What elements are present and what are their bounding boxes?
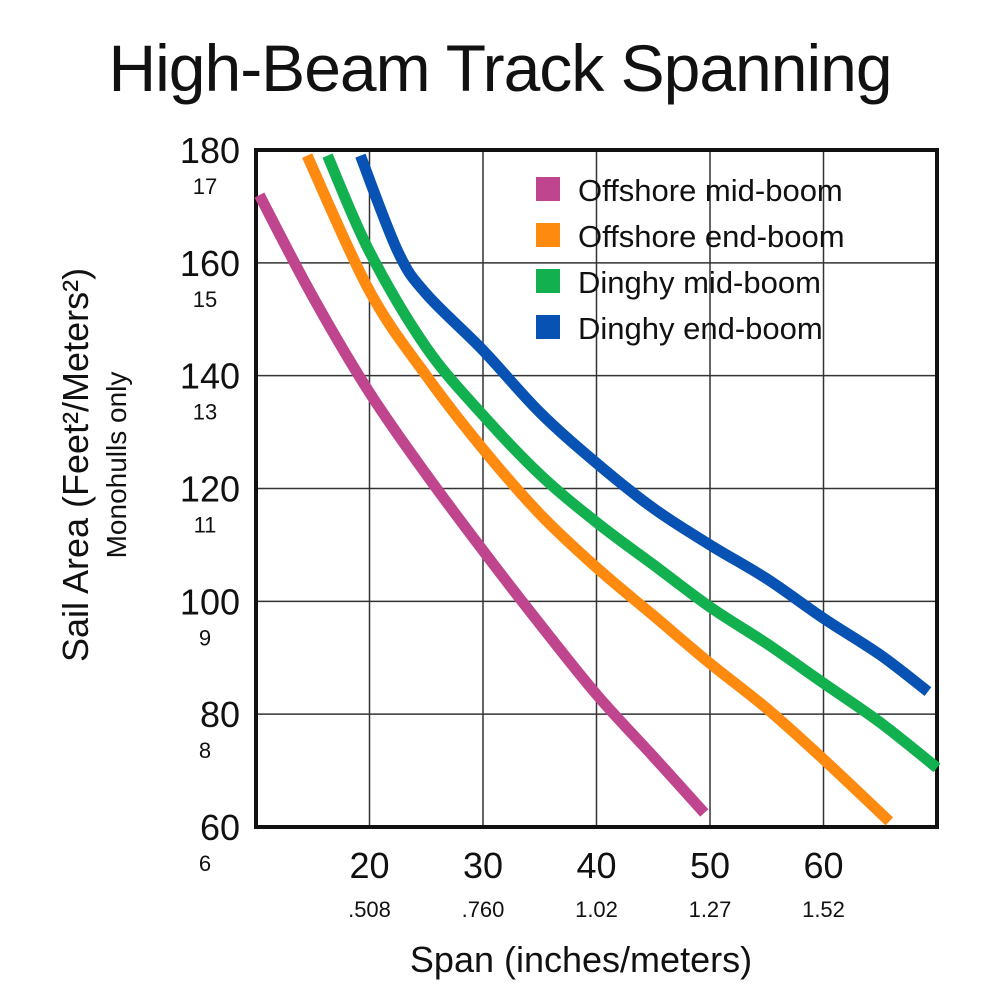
y-tick-label: 80 [200,694,240,735]
x-tick-sublabel: 1.27 [689,897,732,922]
x-tick-label: 30 [463,845,503,886]
series-line [355,153,932,696]
legend-swatch [536,269,560,293]
y-axis-ticks: 180 17 160 15 140 13 120 11 100 9 80 8 60 6 [180,130,240,876]
y-tick-label: 160 [180,243,240,284]
y-tick-label: 100 [180,581,240,622]
series-line [322,153,941,773]
x-tick-label: 60 [803,845,843,886]
x-tick-sublabel: 1.02 [575,897,618,922]
y-axis-label: Sail Area (Feet²/Meters²) [55,268,96,662]
x-tick-sublabel: .508 [348,897,391,922]
y-tick-label: 120 [180,469,240,510]
legend-swatch [536,223,560,247]
legend-label: Offshore mid-boom [578,173,843,208]
y-axis-sublabel: Monohulls only [101,372,132,559]
y-tick-sublabel: 8 [199,738,211,763]
legend-label: Dinghy mid-boom [578,265,821,300]
x-axis-ticks: 20 .508 30 .760 40 1.02 50 1.27 60 1.52 [348,845,845,922]
legend-swatch [536,315,560,339]
grid [256,150,937,827]
y-tick-sublabel: 15 [193,287,217,312]
series-line [254,192,709,817]
x-tick-sublabel: 1.52 [802,897,845,922]
x-tick-label: 50 [690,845,730,886]
x-tick-sublabel: .760 [462,897,505,922]
legend-label: Dinghy end-boom [578,311,823,346]
y-tick-sublabel: 13 [193,400,217,425]
y-tick-label: 180 [180,130,240,171]
y-tick-label: 140 [180,356,240,397]
y-tick-sublabel: 11 [194,513,217,538]
y-axis-label-group: Sail Area (Feet²/Meters²) Monohulls only [55,268,132,662]
legend-label: Offshore end-boom [578,219,845,254]
x-axis-label: Span (inches/meters) [410,939,752,980]
legend-swatch [536,177,560,201]
x-tick-label: 20 [349,845,389,886]
y-tick-sublabel: 9 [199,625,211,650]
series-line [302,153,894,826]
series-layer [254,153,941,826]
chart-title: High-Beam Track Spanning [108,31,892,105]
y-tick-sublabel: 6 [199,851,211,876]
x-tick-label: 40 [576,845,616,886]
y-tick-label: 60 [200,807,240,848]
plot-frame [254,148,939,829]
legend: Offshore mid-boom Offshore end-boom Dinghy… [536,173,845,346]
y-tick-sublabel: 17 [193,174,217,199]
